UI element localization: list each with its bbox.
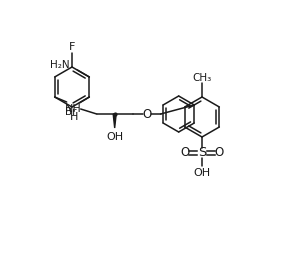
Text: CH₃: CH₃ [192,73,212,83]
Text: Br: Br [65,107,76,117]
Text: S: S [198,147,206,159]
Text: O: O [180,147,190,159]
Text: NH: NH [65,104,82,114]
Text: F: F [69,42,75,52]
Text: H₂N: H₂N [50,60,69,70]
Text: OH: OH [106,132,123,142]
Text: H: H [70,112,78,122]
Text: OH: OH [194,168,211,178]
Text: O: O [142,107,151,120]
Polygon shape [113,114,116,128]
Text: O: O [214,147,223,159]
